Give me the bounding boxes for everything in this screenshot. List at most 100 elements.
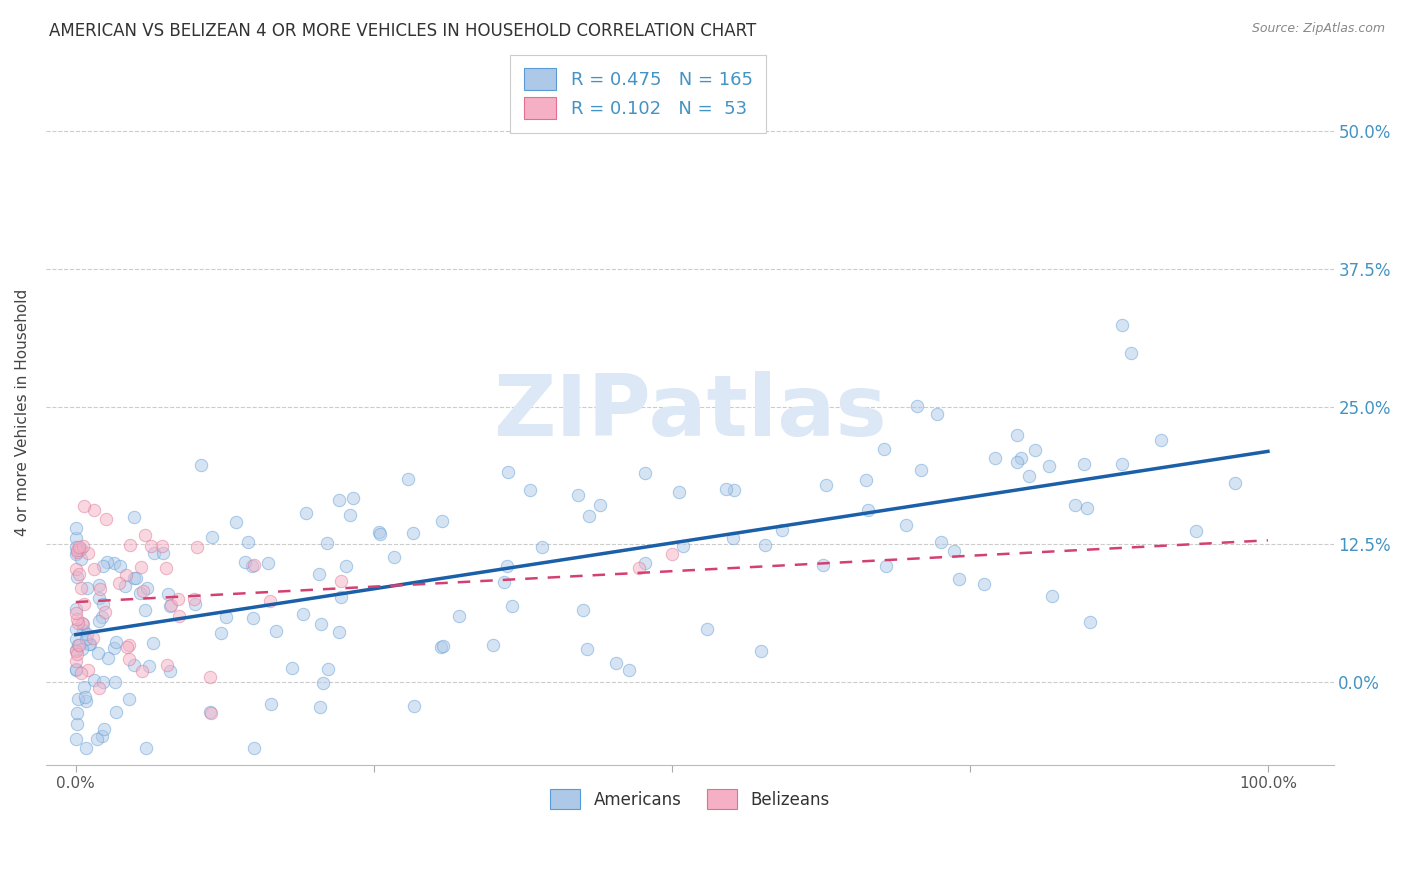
Point <box>67 616 90 631</box>
Point <box>329 574 352 588</box>
Point <box>668 485 690 500</box>
Point <box>87 646 110 660</box>
Point <box>368 525 391 540</box>
Point <box>1005 428 1028 442</box>
Point <box>617 663 640 677</box>
Point <box>66 638 89 652</box>
Point <box>65 732 87 747</box>
Point <box>70 642 93 657</box>
Point <box>166 591 188 606</box>
Point <box>328 624 350 639</box>
Point <box>1073 457 1095 471</box>
Point <box>129 560 152 574</box>
Point <box>530 540 553 554</box>
Point <box>104 705 127 719</box>
Point <box>243 741 266 756</box>
Point <box>134 528 156 542</box>
Point <box>578 508 600 523</box>
Point <box>66 542 89 557</box>
Legend: Americans, Belizeans: Americans, Belizeans <box>544 782 835 816</box>
Point <box>856 503 879 517</box>
Point <box>115 567 138 582</box>
Text: AMERICAN VS BELIZEAN 4 OR MORE VEHICLES IN HOUSEHOLD CORRELATION CHART: AMERICAN VS BELIZEAN 4 OR MORE VEHICLES … <box>49 22 756 40</box>
Point <box>76 581 98 595</box>
Point <box>73 690 96 705</box>
Point <box>129 586 152 600</box>
Point <box>108 558 131 573</box>
Point <box>67 541 90 555</box>
Point <box>449 609 471 624</box>
Point <box>1121 346 1143 360</box>
Point <box>910 463 932 477</box>
Point <box>316 536 339 550</box>
Point <box>83 673 105 688</box>
Point <box>1078 615 1101 629</box>
Point <box>243 558 266 573</box>
Point <box>104 675 127 690</box>
Point <box>73 499 96 513</box>
Point <box>66 717 89 731</box>
Point <box>72 624 94 638</box>
Point <box>156 657 179 672</box>
Point <box>66 612 89 626</box>
Point <box>118 652 141 666</box>
Point <box>142 546 165 560</box>
Point <box>83 562 105 576</box>
Point <box>1076 500 1098 515</box>
Point <box>66 545 89 559</box>
Point <box>93 559 115 574</box>
Point <box>65 644 87 658</box>
Point <box>72 617 94 632</box>
Point <box>292 607 315 621</box>
Point <box>482 639 505 653</box>
Point <box>142 636 165 650</box>
Point <box>69 551 91 566</box>
Point <box>184 597 207 611</box>
Point <box>948 573 970 587</box>
Text: Source: ZipAtlas.com: Source: ZipAtlas.com <box>1251 22 1385 36</box>
Point <box>339 508 361 522</box>
Point <box>198 705 221 719</box>
Point <box>75 694 97 708</box>
Point <box>70 581 93 595</box>
Point <box>501 599 523 614</box>
Point <box>76 663 98 677</box>
Point <box>103 641 125 656</box>
Point <box>76 627 98 641</box>
Point <box>65 602 87 616</box>
Point <box>66 706 89 720</box>
Point <box>83 503 105 517</box>
Point <box>190 458 212 472</box>
Point <box>66 647 89 661</box>
Point <box>873 442 896 456</box>
Text: ZIPatlas: ZIPatlas <box>494 370 887 453</box>
Point <box>430 514 453 528</box>
Point <box>65 623 87 637</box>
Point <box>316 663 339 677</box>
Point <box>65 540 87 554</box>
Point <box>567 488 589 502</box>
Point <box>973 577 995 591</box>
Point <box>67 638 90 652</box>
Point <box>214 609 236 624</box>
Point <box>931 535 953 549</box>
Point <box>984 450 1007 465</box>
Point <box>91 597 114 611</box>
Point <box>134 603 156 617</box>
Point <box>65 547 87 561</box>
Point <box>73 597 96 611</box>
Point <box>1064 498 1087 512</box>
Point <box>90 729 112 743</box>
Point <box>138 659 160 673</box>
Point <box>75 741 97 756</box>
Point <box>1040 589 1063 603</box>
Point <box>370 526 392 541</box>
Point <box>122 657 145 672</box>
Point <box>238 535 260 549</box>
Point <box>308 700 330 714</box>
Point <box>855 473 877 487</box>
Point <box>69 541 91 556</box>
Point <box>402 699 425 714</box>
Point <box>894 518 917 533</box>
Point <box>94 512 117 526</box>
